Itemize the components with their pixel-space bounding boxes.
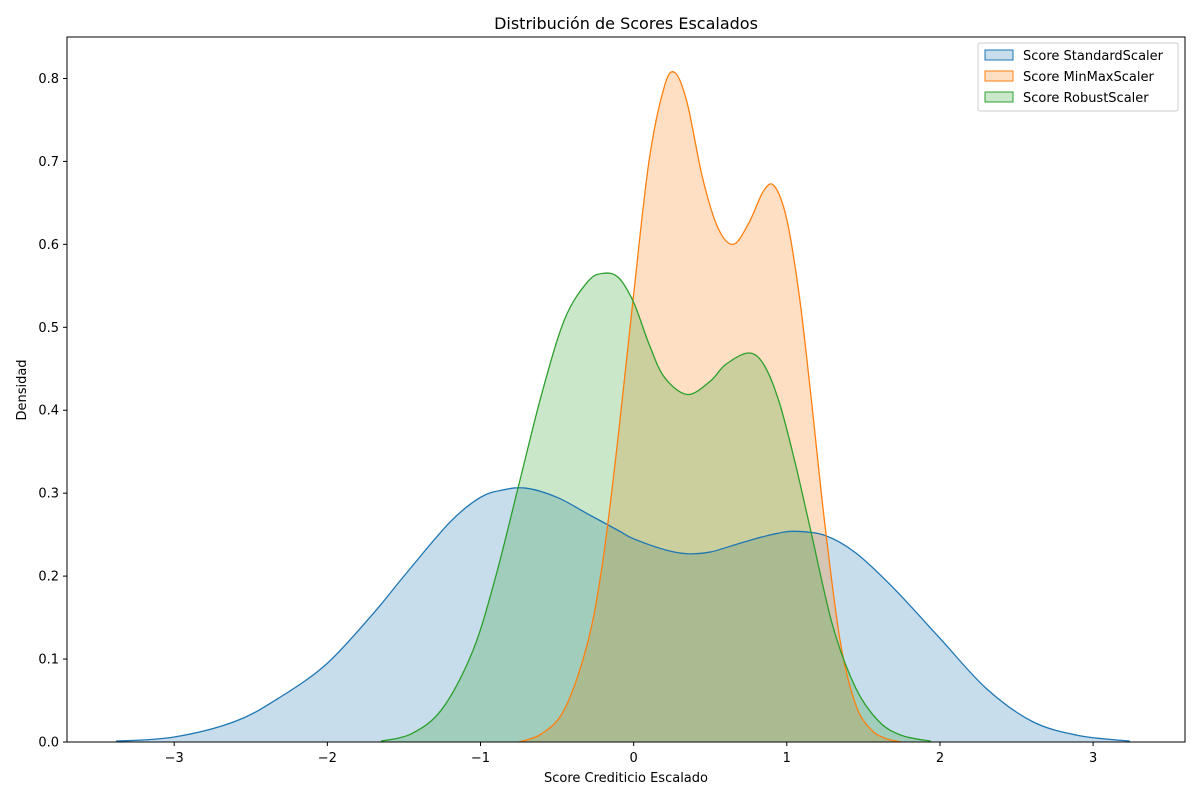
plot-frame xyxy=(66,36,1186,743)
y-tick-label: 0.5 xyxy=(38,321,59,336)
y-tick-label: 0.7 xyxy=(38,155,59,170)
y-tick-label: 0.3 xyxy=(38,487,59,502)
y-axis-title: Densidad xyxy=(15,359,30,420)
legend-swatch-3 xyxy=(984,91,1014,103)
y-axis-ticks: 0.0 0.1 0.2 0.3 0.4 0.5 0.6 0.7 0.8 xyxy=(38,72,67,751)
density-area-2 xyxy=(518,71,902,743)
legend-swatch-1 xyxy=(984,49,1014,61)
density-line-1 xyxy=(115,487,1130,742)
x-tick-label: −3 xyxy=(165,751,184,766)
x-tick-label: 3 xyxy=(1089,751,1097,766)
density-area-1 xyxy=(116,487,1130,742)
y-tick-label: 0.8 xyxy=(38,72,59,87)
density-line-3 xyxy=(380,272,931,742)
y-tick-label: 0.1 xyxy=(38,653,59,668)
y-tick-label: 0.4 xyxy=(38,404,59,419)
chart-title: Distribución de Scores Escalados xyxy=(494,14,758,33)
y-tick-label: 0.6 xyxy=(38,238,59,253)
legend-box xyxy=(977,42,1179,112)
density-lines xyxy=(115,70,1130,743)
x-axis-ticks: −3 −2 −1 0 1 2 3 xyxy=(165,742,1097,766)
legend-label-1: Score StandardScaler xyxy=(1023,49,1164,64)
legend-swatch-2 xyxy=(984,70,1014,82)
y-tick-label: 0.0 xyxy=(38,736,59,751)
density-area-3 xyxy=(380,273,931,742)
legend: Score StandardScaler Score MinMaxScaler Sc… xyxy=(977,42,1179,112)
x-tick-label: 1 xyxy=(783,751,791,766)
x-axis-title: Score Crediticio Escalado xyxy=(544,771,708,786)
x-tick-label: −1 xyxy=(471,751,490,766)
y-tick-label: 0.2 xyxy=(38,570,59,585)
x-tick-label: 2 xyxy=(936,751,944,766)
legend-label-2: Score MinMaxScaler xyxy=(1023,70,1154,85)
x-tick-label: 0 xyxy=(630,751,638,766)
density-line-2 xyxy=(518,70,902,743)
x-tick-label: −2 xyxy=(318,751,337,766)
legend-label-3: Score RobustScaler xyxy=(1023,91,1149,106)
density-areas xyxy=(116,71,1130,743)
